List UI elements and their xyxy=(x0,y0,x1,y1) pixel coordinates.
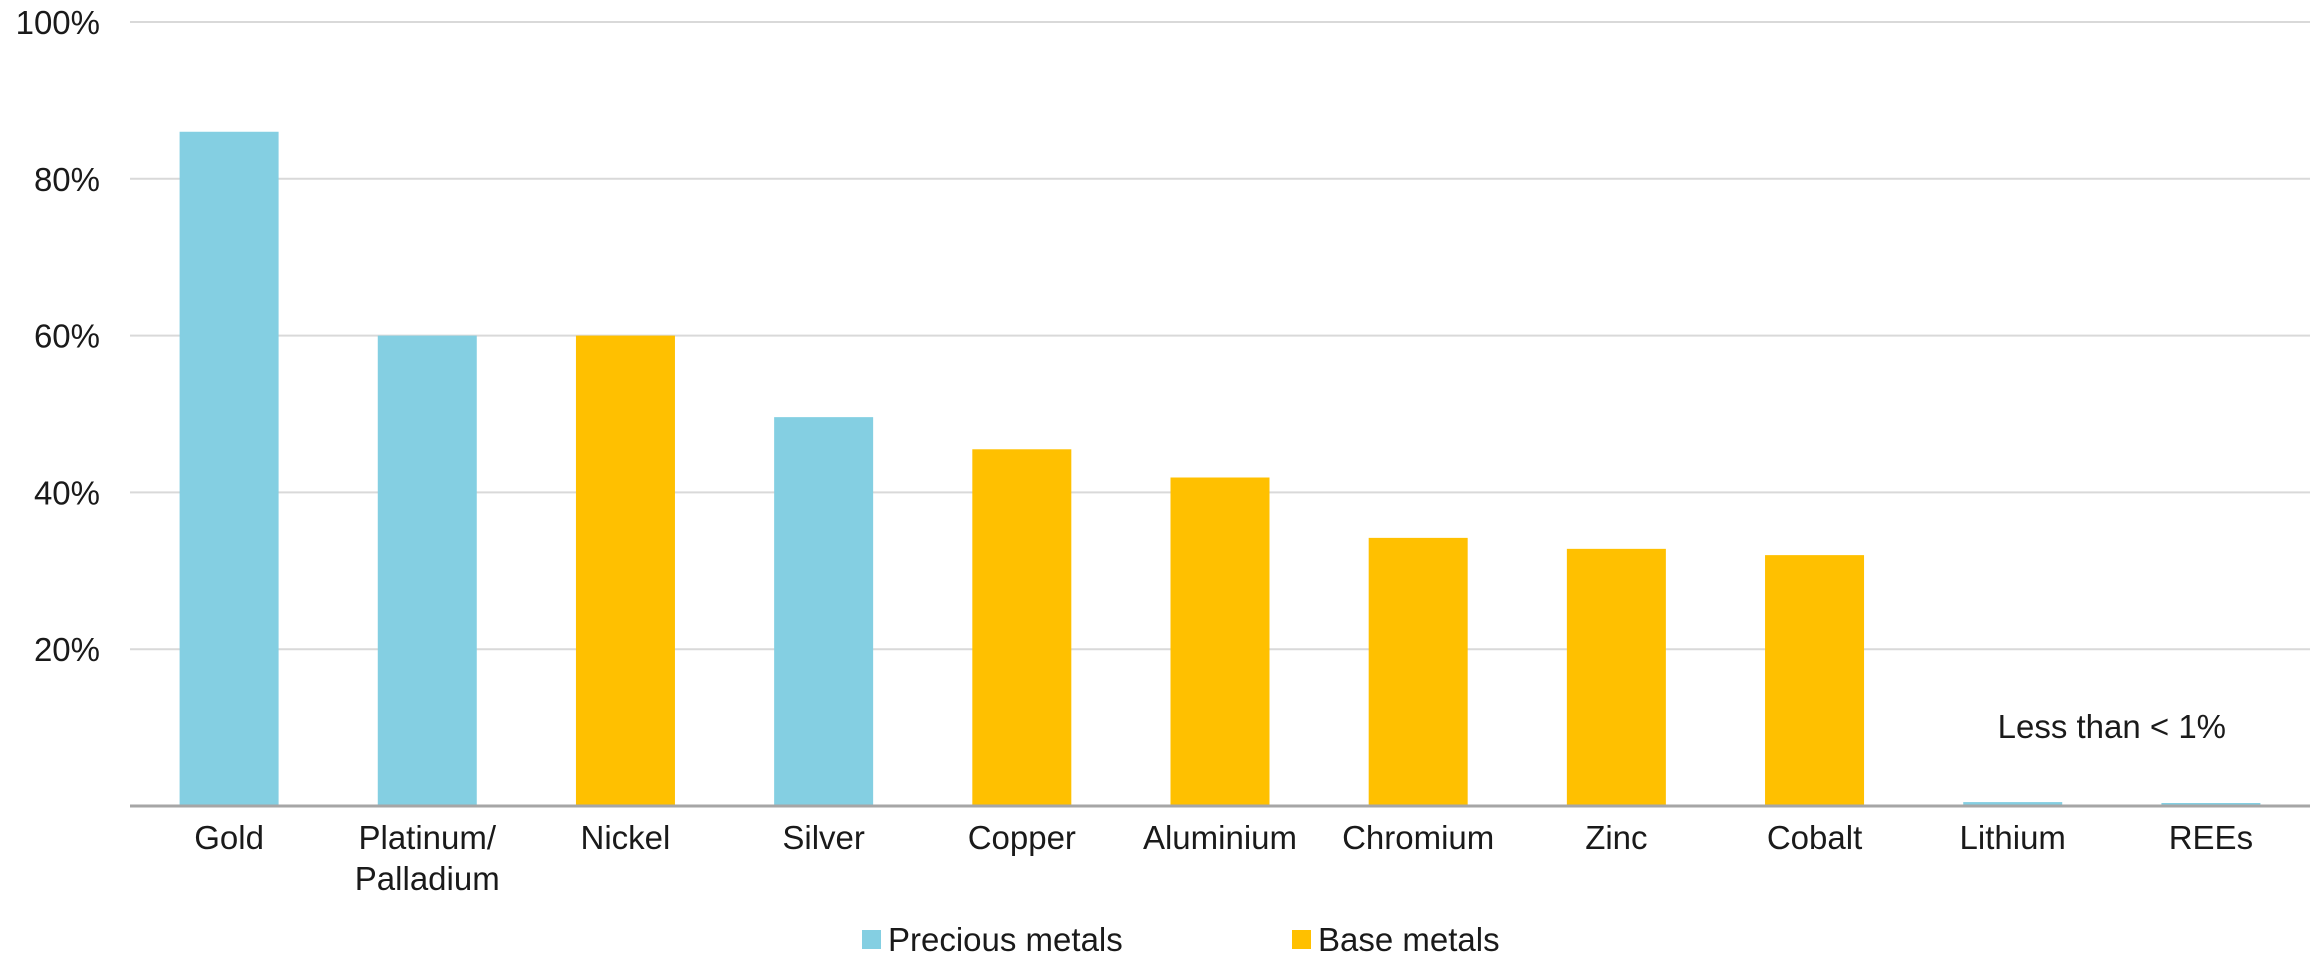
legend-swatch-precious-metals xyxy=(862,930,881,949)
y-tick-label: 40% xyxy=(34,474,100,511)
x-category-label: Platinum/Palladium xyxy=(355,819,500,897)
legend-label-base-metals: Base metals xyxy=(1318,921,1500,958)
bar-zinc xyxy=(1566,548,1666,806)
x-category-label: Cobalt xyxy=(1767,819,1862,856)
x-category-label: Chromium xyxy=(1342,819,1494,856)
x-axis-category-labels: Gold Platinum/Palladium Nickel Silver Copper… xyxy=(194,819,2253,897)
legend-label-precious-metals: Precious metals xyxy=(888,921,1123,958)
bar-lithium xyxy=(1963,802,2063,806)
legend-swatch-base-metals xyxy=(1292,930,1311,949)
x-category-label: Aluminium xyxy=(1143,819,1297,856)
x-category-label: Copper xyxy=(968,819,1076,856)
bar-chromium xyxy=(1368,537,1468,806)
bar-copper xyxy=(972,449,1072,806)
x-category-label: REEs xyxy=(2169,819,2253,856)
x-category-label: Lithium xyxy=(1960,819,2066,856)
y-tick-label: 20% xyxy=(34,631,100,668)
bar-platinum-palladium xyxy=(377,335,477,806)
y-tick-label: 60% xyxy=(34,318,100,355)
bar-gold xyxy=(179,131,279,806)
y-axis-tick-labels: 20% 40% 60% 80% 100% xyxy=(16,4,100,668)
x-category-label: Gold xyxy=(194,819,264,856)
bar-aluminium xyxy=(1170,477,1270,806)
bar-nickel xyxy=(575,335,675,806)
gridlines xyxy=(130,21,2310,651)
x-category-label: Silver xyxy=(782,819,865,856)
legend: Precious metals Base metals xyxy=(862,921,1500,958)
y-tick-label: 100% xyxy=(16,4,100,41)
bar-silver xyxy=(774,417,874,806)
x-category-label: Zinc xyxy=(1585,819,1647,856)
bars xyxy=(179,131,2261,806)
annotation-less-than-1-percent: Less than < 1% xyxy=(1998,708,2226,745)
bar-cobalt xyxy=(1765,555,1865,806)
y-tick-label: 80% xyxy=(34,161,100,198)
x-category-label: Nickel xyxy=(581,819,671,856)
